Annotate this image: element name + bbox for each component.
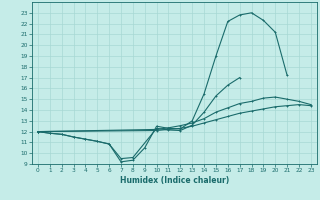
X-axis label: Humidex (Indice chaleur): Humidex (Indice chaleur) bbox=[120, 176, 229, 185]
